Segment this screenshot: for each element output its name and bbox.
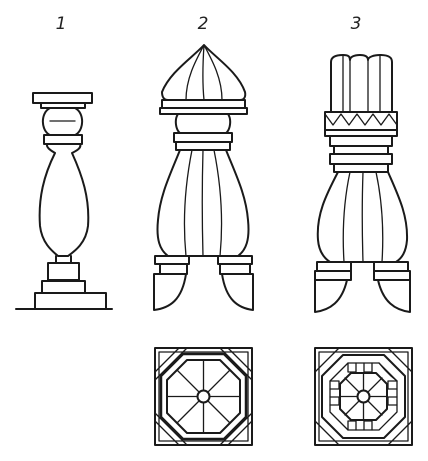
baluster-2-drawing [153,44,254,311]
baluster-3-drawing [314,54,411,313]
label-baluster-2: 2 [197,14,209,34]
label-baluster-1: 1 [55,14,67,34]
baluster-1-drawing [15,92,113,310]
plan-view-2 [154,347,253,446]
label-baluster-3: 3 [350,14,362,34]
plan-view-3 [314,347,413,446]
